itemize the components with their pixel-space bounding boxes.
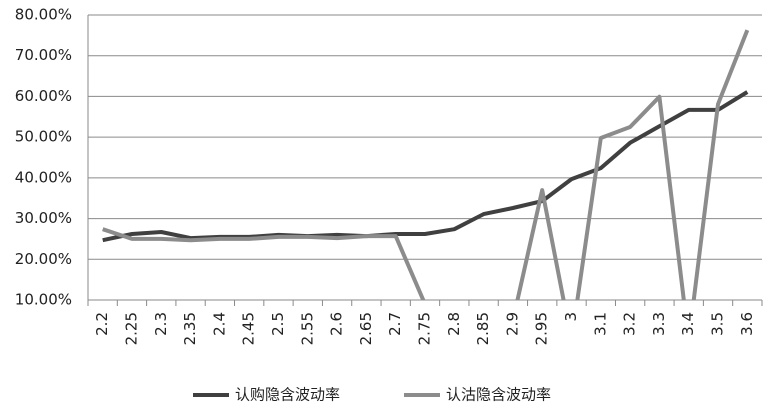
y-tick-label: 10.00% [15,291,72,309]
x-tick-label: 3.4 [679,312,697,336]
x-tick-label: 2.35 [181,312,199,345]
y-tick-label: 60.00% [15,87,72,105]
x-tick-label: 2.7 [386,312,404,336]
y-tick-label: 40.00% [15,168,72,186]
x-tick-label: 2.55 [298,312,316,345]
x-tick-label: 2.3 [152,312,170,336]
y-tick-label: 50.00% [15,128,72,146]
x-tick-label: 3.3 [650,312,668,336]
x-tick-label: 2.25 [122,312,140,345]
legend-label: 认沽隐含波动率 [446,386,551,404]
x-tick-label: 2.95 [533,312,551,345]
x-tick-label: 2.9 [503,312,521,336]
x-tick-label: 2.4 [210,312,228,336]
x-tick-label: 3.2 [621,312,639,336]
series-line [102,90,749,243]
legend-label: 认购隐含波动率 [235,386,340,404]
x-tick-label: 2.75 [416,312,434,345]
x-tick-label: 2.85 [474,312,492,345]
x-tick-label: 2.65 [357,312,375,345]
x-tick-label: 2.5 [269,312,287,336]
x-tick-label: 3.1 [591,312,609,336]
y-tick-label: 70.00% [15,46,72,64]
x-tick-label: 3.6 [738,312,756,336]
x-tick-label: 2.45 [240,312,258,345]
y-tick-label: 30.00% [15,209,72,227]
x-tick-label: 3.5 [709,312,727,336]
x-tick-label: 2.8 [445,312,463,336]
series-line [102,29,750,300]
y-tick-label: 20.00% [15,250,72,268]
y-tick-label: 80.00% [15,6,72,24]
x-tick-label: 3 [562,312,580,322]
x-tick-label: 2.2 [93,312,111,336]
x-tick-label: 2.6 [328,312,346,336]
